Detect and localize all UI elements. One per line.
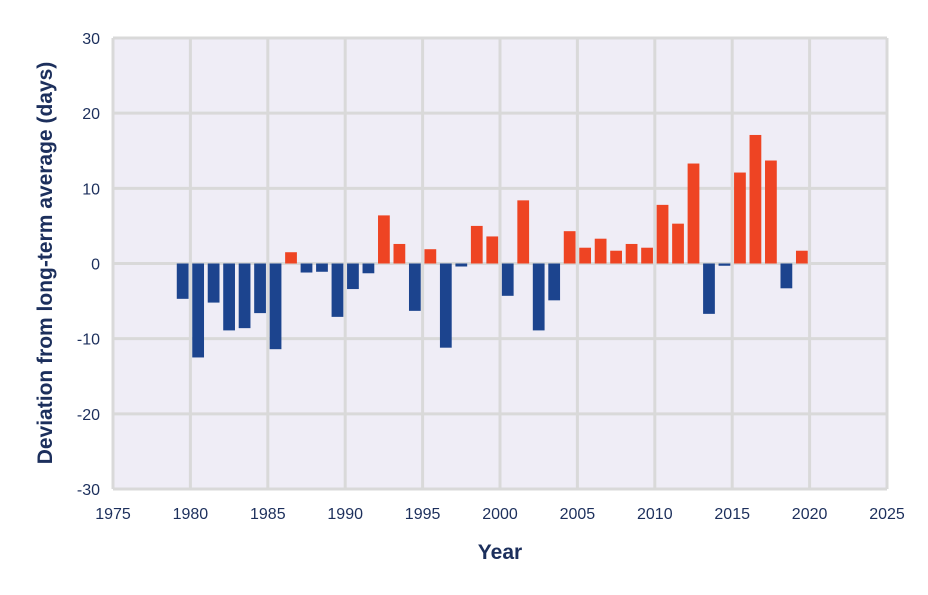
x-tick-label: 1975 — [95, 506, 131, 523]
x-tick-label: 2025 — [869, 506, 905, 523]
x-tick-label: 1985 — [250, 506, 286, 523]
bar-2012 — [687, 163, 700, 264]
x-tick-label: 2015 — [714, 506, 750, 523]
bar-2007 — [610, 250, 622, 264]
x-tick-label: 2005 — [560, 506, 596, 523]
bar-2016 — [749, 134, 762, 264]
x-tick-label: 2020 — [792, 506, 828, 523]
bar-1995 — [424, 249, 437, 264]
y-tick-label: 30 — [82, 31, 100, 48]
bar-2013 — [703, 263, 715, 314]
bar-1996 — [439, 263, 452, 348]
y-tick-label: -10 — [77, 332, 100, 349]
bars — [176, 134, 808, 358]
bar-1997 — [455, 263, 468, 267]
bar-2001 — [517, 200, 530, 264]
bar-1986 — [285, 252, 297, 264]
bar-1998 — [470, 225, 483, 264]
bar-2008 — [625, 243, 638, 264]
bar-1982 — [223, 263, 235, 331]
bar-1979 — [176, 263, 189, 299]
bar-2002 — [532, 263, 545, 331]
bar-2004 — [563, 231, 576, 264]
y-tick-label: 10 — [82, 181, 100, 198]
grid — [111, 36, 889, 491]
bar-1994 — [408, 263, 421, 311]
bar-1990 — [347, 263, 359, 290]
bar-2017 — [765, 160, 777, 264]
bar-1989 — [331, 263, 344, 317]
bar-2010 — [656, 204, 669, 264]
bar-2009 — [641, 247, 653, 264]
bar-2019 — [795, 250, 808, 264]
x-tick-label: 1980 — [173, 506, 209, 523]
bar-1983 — [238, 263, 251, 329]
x-tick-labels: 1975 1980 1985 1990 1995 2000 2005 2010 2015 2020… — [95, 506, 905, 523]
bar-1991 — [362, 263, 375, 274]
x-tick-label: 1995 — [405, 506, 441, 523]
x-tick-label: 2000 — [482, 506, 518, 523]
bar-1981 — [207, 263, 220, 303]
bar-1993 — [393, 243, 406, 264]
bar-2011 — [672, 223, 684, 264]
y-tick-label: -20 — [77, 407, 100, 424]
bar-1988 — [316, 263, 328, 272]
bar-1987 — [300, 263, 313, 273]
bar-2018 — [780, 263, 793, 289]
y-axis-label: Deviation from long-term average (days) — [34, 62, 57, 465]
y-tick-label: 20 — [82, 106, 100, 123]
bar-1992 — [378, 215, 390, 264]
bar-2014 — [718, 263, 731, 266]
bar-1984 — [254, 263, 266, 314]
y-tick-label: 0 — [91, 257, 100, 274]
y-tick-labels: -30 -20 -10 0 10 20 30 — [77, 31, 100, 499]
bar-2015 — [734, 172, 746, 264]
bar-2006 — [594, 238, 607, 264]
y-tick-label: -30 — [77, 482, 100, 499]
x-tick-label: 2010 — [637, 506, 673, 523]
bar-1999 — [486, 236, 499, 264]
bar-2000 — [501, 263, 514, 296]
bar-1985 — [269, 263, 282, 350]
bar-2005 — [579, 247, 592, 264]
bar-1980 — [192, 263, 205, 358]
bar-2003 — [548, 263, 561, 301]
x-tick-label: 1990 — [327, 506, 363, 523]
x-axis-label: Year — [478, 541, 522, 564]
